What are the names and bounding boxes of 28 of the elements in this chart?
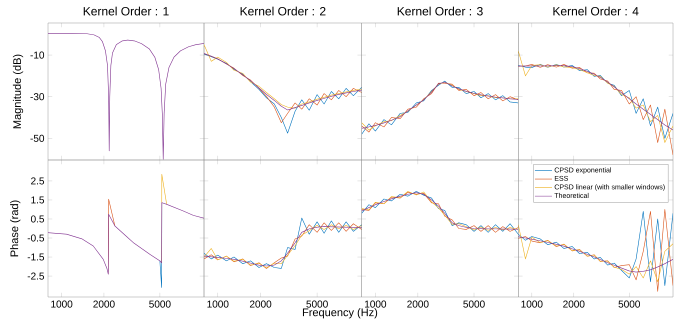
- x-tick-label: 1000: [207, 300, 229, 308]
- y-tick-label: 2.5: [31, 177, 44, 184]
- y-axis-title: Phase (rad): [10, 200, 20, 256]
- y-tick-label: 1.5: [31, 196, 44, 204]
- x-tick-label: 1000: [365, 300, 386, 308]
- x-tick-label: 1000: [51, 300, 72, 308]
- x-tick-label: 1000: [521, 300, 543, 308]
- chart-title: Kernel Order : 2: [240, 6, 326, 16]
- y-tick-label: -50: [30, 134, 44, 142]
- y-tick-label: -0.5: [28, 234, 44, 242]
- y-tick-label: -30: [30, 93, 44, 100]
- x-tick-label: 5000: [306, 300, 328, 308]
- x-tick-label: 2000: [563, 300, 585, 308]
- x-tick-label: 2000: [407, 300, 429, 308]
- x-axis-title: Frequency (Hz): [302, 308, 378, 318]
- x-tick-label: 5000: [618, 300, 640, 308]
- x-tick-label: 2000: [250, 300, 272, 308]
- y-tick-label: -2.5: [28, 272, 44, 280]
- y-tick-label: -10: [30, 52, 44, 59]
- y-tick-label: -1.5: [28, 254, 44, 261]
- chart-title: Kernel Order : 4: [553, 6, 639, 16]
- y-tick-label: 0.5: [30, 215, 44, 223]
- chart-title: Kernel Order : 3: [398, 6, 483, 16]
- x-tick-label: 5000: [149, 300, 171, 308]
- x-tick-label: 2000: [93, 300, 115, 308]
- chart-title: Kernel Order : 1: [84, 6, 169, 16]
- y-axis-title: Magnitude (dB): [12, 54, 24, 128]
- x-tick-label: 5000: [463, 300, 485, 308]
